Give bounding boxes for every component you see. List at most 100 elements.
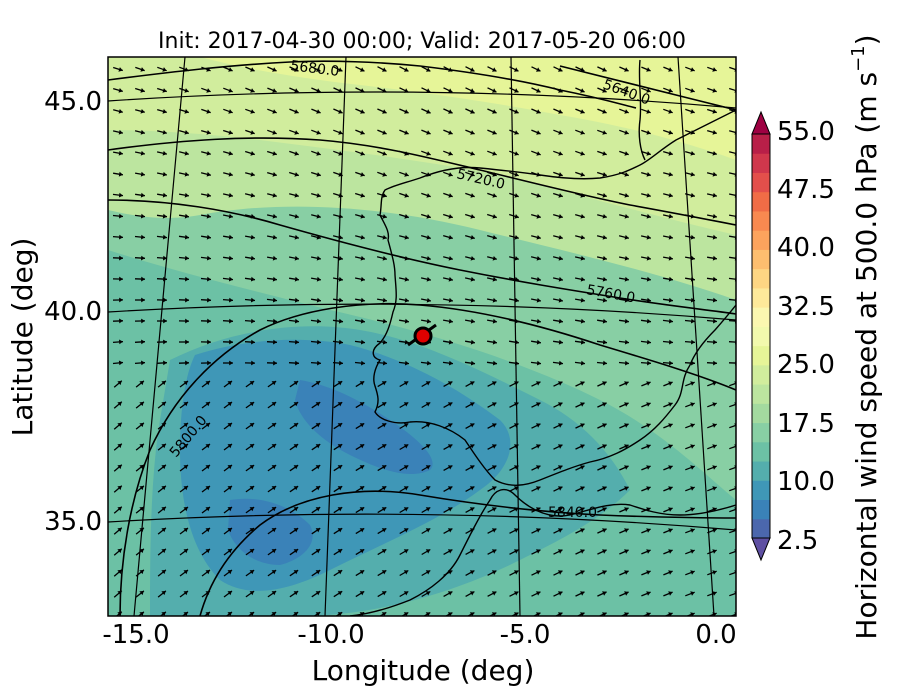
wind-arrow-head — [624, 444, 629, 449]
wind-arrow-head — [228, 88, 233, 93]
wind-arrow-head — [315, 528, 321, 533]
wind-arrow-head — [514, 88, 519, 93]
wind-arrow-head — [205, 528, 210, 533]
wind-arrow-head — [470, 109, 475, 114]
wind-arrow-head — [492, 297, 497, 303]
wind-arrow-head — [624, 214, 629, 219]
colorbar-ticks: 2.5 10.0 17.5 25.0 32.5 40.0 47.5 55.0 — [777, 117, 835, 556]
wind-arrow-head — [250, 151, 255, 156]
wind-arrow-head — [293, 528, 299, 533]
wind-arrow-head — [558, 67, 563, 72]
wind-arrow-head — [646, 213, 651, 219]
wind-arrow-head — [492, 88, 497, 93]
wind-arrow-head — [227, 528, 232, 533]
wind-arrow-head — [338, 67, 343, 72]
wind-arrow-head — [205, 486, 210, 491]
wind-arrow-head — [382, 235, 387, 240]
wind-arrow-head — [536, 318, 541, 324]
wind-arrow-head — [712, 88, 717, 93]
colorbar-segment — [752, 153, 770, 173]
wind-arrow-head — [690, 297, 695, 303]
x-tick-minus5: -5.0 — [500, 620, 551, 650]
wind-arrow-head — [491, 465, 497, 470]
wind-arrow-head — [447, 444, 453, 449]
wind-arrow-head — [272, 213, 277, 219]
wind-arrow-head — [228, 67, 233, 72]
wind-arrow-head — [205, 402, 210, 407]
wind-arrow-head — [360, 109, 365, 114]
colorbar-segment — [752, 210, 770, 231]
wind-arrow-head — [690, 486, 695, 491]
wind-arrow-head — [690, 612, 695, 616]
wind-arrow — [729, 66, 736, 71]
wind-arrow-head — [514, 193, 519, 198]
wind-arrow-head — [558, 172, 563, 177]
wind-arrow-head — [338, 193, 343, 198]
wind-arrow-head — [447, 507, 453, 512]
colorbar-extend-high — [751, 110, 771, 135]
wind-arrow-head — [558, 193, 563, 198]
wind-arrow-head — [294, 109, 299, 114]
wind-arrow-head — [646, 465, 651, 470]
wind-arrow-head — [712, 570, 717, 575]
wind-arrow-head — [691, 360, 695, 366]
wind-arrow-head — [514, 172, 519, 177]
wind-arrow-head — [140, 150, 145, 156]
colorbar-segments — [751, 110, 771, 562]
wind-arrow-head — [360, 255, 365, 261]
colorbar-segment — [752, 172, 770, 193]
wind-arrow-head — [470, 276, 475, 282]
wind-arrow-head — [491, 402, 497, 407]
wind-arrow-head — [294, 318, 299, 324]
cbar-tick-47-5: 47.5 — [777, 175, 835, 205]
wind-arrow-head — [712, 549, 717, 554]
wind-arrow-head — [139, 611, 144, 616]
wind-arrow-head — [624, 528, 629, 533]
wind-arrow-head — [338, 88, 343, 93]
wind-arrow-head — [712, 612, 717, 616]
wind-arrow-head — [469, 591, 475, 596]
wind-arrow-head — [381, 402, 387, 407]
wind-arrow-head — [403, 549, 409, 554]
wind-arrow-head — [141, 276, 145, 282]
colorbar-extend-low — [751, 537, 771, 562]
wind-arrow-head — [315, 570, 321, 575]
wind-arrow-head — [448, 318, 453, 324]
wind-arrow — [728, 319, 736, 322]
wind-arrow-head — [271, 381, 277, 386]
wind-arrow-head — [469, 549, 475, 554]
wind-arrow-head — [119, 276, 123, 282]
wind-arrow-head — [470, 297, 475, 303]
wind-arrow-head — [447, 465, 453, 470]
wind-arrow-head — [316, 67, 321, 72]
colorbar-segment — [752, 249, 770, 270]
wind-arrow-head — [249, 591, 255, 596]
wind-arrow-head — [315, 402, 321, 407]
colorbar-segment — [752, 518, 770, 539]
wind-arrow-head — [315, 486, 321, 491]
wind-arrow-head — [580, 130, 585, 135]
wind-arrow-head — [227, 486, 232, 491]
wind-arrow-head — [162, 192, 167, 198]
wind-arrow-head — [668, 88, 673, 93]
wind-arrow-head — [425, 549, 431, 554]
wind-arrow-head — [163, 360, 167, 366]
wind-arrow-head — [690, 423, 695, 428]
wind-arrow-head — [359, 465, 365, 470]
wind-arrow-head — [183, 402, 188, 407]
wind-arrow-head — [514, 423, 519, 428]
wind-arrow-head — [447, 549, 453, 554]
wind-arrow-head — [668, 381, 673, 386]
wind-arrow-head — [227, 402, 232, 407]
wind-arrow-head — [272, 234, 277, 240]
wind-arrow-head — [426, 130, 431, 135]
wind-arrow-head — [119, 297, 123, 303]
wind-arrow-head — [514, 318, 519, 324]
wind-arrow-head — [492, 360, 497, 366]
wind-arrow-head — [381, 528, 387, 533]
wind-arrow-head — [426, 193, 431, 198]
wind-arrow-head — [359, 423, 365, 428]
x-tick-minus10: -10.0 — [297, 620, 364, 650]
colorbar-segment — [752, 230, 770, 250]
wind-arrow-head — [602, 402, 607, 407]
